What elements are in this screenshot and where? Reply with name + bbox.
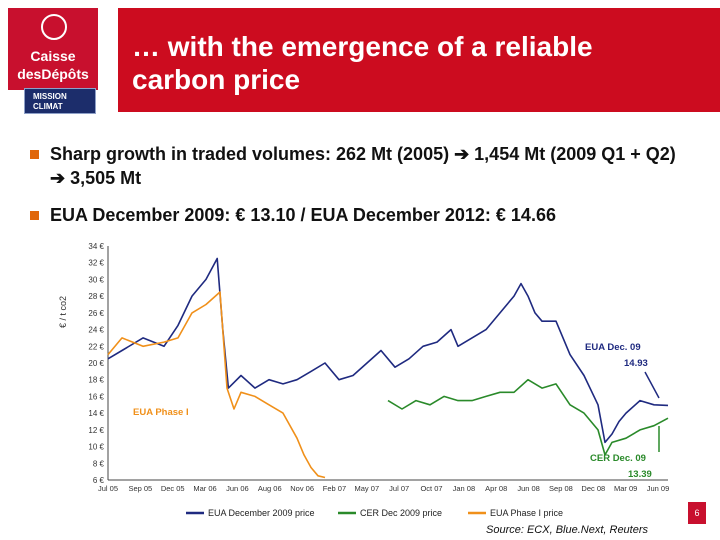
x-tick-label: Mar 06: [193, 484, 216, 493]
x-tick-label: Jun 08: [517, 484, 540, 493]
series-line-eua-dec-09: [107, 257, 669, 444]
y-tick-label: 28 €: [88, 292, 104, 301]
x-tick-label: Jul 07: [389, 484, 409, 493]
series-line-cer-dec-09: [387, 378, 669, 456]
x-tick-label: May 07: [355, 484, 380, 493]
seal-icon: [41, 14, 67, 40]
x-tick-label: Dec 08: [581, 484, 605, 493]
x-tick-label: Aug 06: [258, 484, 282, 493]
y-tick-label: 32 €: [88, 259, 104, 268]
y-tick-label: 34 €: [88, 242, 104, 251]
x-tick-label: Nov 06: [290, 484, 314, 493]
x-tick-label: Dec 05: [161, 484, 185, 493]
x-tick-label: Sep 05: [128, 484, 152, 493]
logo-text-line1: Caisse: [30, 48, 76, 64]
y-tick-label: 10 €: [88, 443, 104, 452]
legend-label: CER Dec 2009 price: [360, 508, 442, 518]
x-tick-label: Apr 08: [485, 484, 507, 493]
x-tick-label: Jan 08: [453, 484, 476, 493]
y-tick-label: 20 €: [88, 359, 104, 368]
y-tick-label: 26 €: [88, 309, 104, 318]
caisse-des-depots-logo: Caisse desDépôts: [8, 8, 98, 90]
y-tick-label: 12 €: [88, 426, 104, 435]
bullet-square-icon: [30, 211, 39, 220]
mission-text: MISSION: [33, 92, 67, 101]
legend-label: EUA Phase I price: [490, 508, 563, 518]
slide-title: … with the emergence of a reliable carbo…: [132, 31, 593, 95]
y-tick-label: 16 €: [88, 392, 104, 401]
annotation-eua-dec-09-label: EUA Dec. 09: [585, 342, 641, 353]
annotation-eua-phase-1-label: EUA Phase I: [133, 407, 189, 418]
x-tick-label: Jun 09: [647, 484, 670, 493]
source-note: Source: ECX, Blue.Next, Reuters: [486, 524, 649, 536]
logo-text-line2: desDépôts: [17, 66, 89, 82]
x-tick-label: Jun 06: [226, 484, 249, 493]
x-tick-label: Jul 05: [98, 484, 118, 493]
y-tick-label: 18 €: [88, 376, 104, 385]
title-bar: … with the emergence of a reliable carbo…: [118, 8, 720, 112]
mission-climat-logo: MISSION CLIMAT: [24, 88, 96, 114]
y-tick-label: 24 €: [88, 326, 104, 335]
x-tick-label: Mar 09: [614, 484, 637, 493]
x-tick-label: Sep 08: [549, 484, 573, 493]
y-tick-label: 6 €: [93, 476, 105, 485]
y-tick-label: 22 €: [88, 342, 104, 351]
y-tick-label: 30 €: [88, 275, 104, 284]
bullet-text-volumes: Sharp growth in traded volumes: 262 Mt (…: [50, 144, 676, 188]
climat-text: CLIMAT: [33, 102, 63, 111]
legend-label: EUA December 2009 price: [208, 508, 315, 518]
x-tick-label: Feb 07: [323, 484, 346, 493]
y-tick-label: 14 €: [88, 409, 104, 418]
page-number: 6: [688, 502, 706, 524]
annotation-cer-dec-09-value: 13.39: [628, 469, 652, 480]
carbon-price-chart: 34 € 32 € 30 € 28 € 26 € 24 € 22 € 20 € 18 € 16 €…: [58, 242, 670, 518]
bullet-square-icon: [30, 150, 39, 159]
annotation-eua-arrow: [644, 371, 660, 399]
x-tick-label: Oct 07: [420, 484, 442, 493]
series-line-eua-phase-1: [107, 291, 326, 479]
y-tick-label: 8 €: [93, 459, 105, 468]
y-axis-label: € / t co2: [58, 296, 68, 328]
annotation-cer-dec-09-label: CER Dec. 09: [590, 453, 646, 464]
annotation-eua-dec-09-value: 14.93: [624, 358, 648, 369]
bullet-text-eua-prices: EUA December 2009: € 13.10 / EUA Decembe…: [50, 205, 556, 225]
